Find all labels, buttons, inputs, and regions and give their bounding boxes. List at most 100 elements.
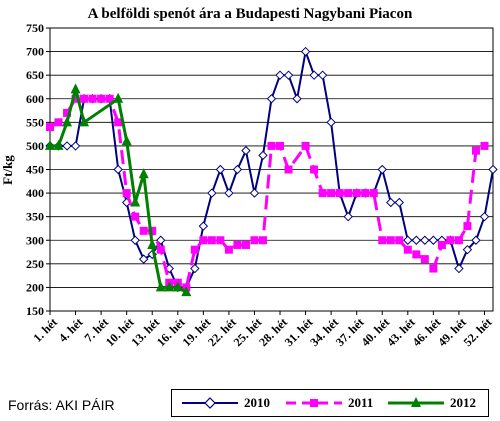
point-2010 (224, 188, 234, 198)
x-tick-label: 46. hét (409, 315, 443, 349)
point-2012 (155, 281, 166, 292)
x-tick-label: 22. hét (205, 315, 239, 349)
point-2010 (326, 117, 336, 128)
y-axis: 150 200 250 300 350 400 450 500 550 600 650 700 750 (26, 21, 50, 318)
point-2011 (139, 226, 148, 235)
y-tick-label: 550 (26, 115, 44, 129)
x-tick-label: 34. hét (307, 315, 341, 349)
chart-title: A belföldi spenót ára a Budapesti Nagyba… (87, 6, 413, 22)
point-2011 (276, 141, 285, 150)
point-2010 (190, 263, 200, 274)
point-2011 (114, 118, 123, 127)
point-2010 (139, 254, 149, 264)
point-2010 (471, 235, 481, 245)
point-2011 (378, 236, 387, 245)
point-2010 (249, 188, 260, 198)
y-tick-label: 200 (26, 280, 44, 294)
point-2011 (131, 212, 140, 221)
x-tick-label: 10. hét (103, 315, 137, 349)
point-2011 (148, 226, 157, 235)
point-2010 (462, 244, 473, 255)
x-tick-label: 28. hét (256, 315, 290, 349)
point-2011 (403, 245, 412, 254)
point-2011 (344, 189, 353, 198)
legend-swatch-2011 (286, 399, 342, 407)
point-2011 (369, 189, 378, 198)
point-2010 (428, 235, 439, 245)
y-tick-label: 400 (26, 186, 44, 200)
y-tick-label: 700 (26, 45, 44, 59)
point-2011 (361, 189, 370, 198)
point-2011 (190, 245, 199, 254)
point-2011 (207, 236, 216, 245)
point-2010 (454, 263, 464, 274)
x-tick-label: 16. hét (154, 315, 188, 349)
point-2012 (138, 168, 149, 179)
point-2010 (377, 164, 387, 175)
point-2010 (309, 70, 319, 80)
point-2010 (386, 197, 396, 208)
y-tick-label: 300 (26, 233, 44, 247)
point-2011 (463, 222, 472, 231)
point-2011 (250, 236, 259, 245)
x-tick-label: 43. hét (384, 315, 418, 349)
point-2011 (63, 108, 72, 117)
point-2011 (318, 189, 327, 198)
point-2011 (301, 141, 310, 150)
point-2010 (70, 141, 81, 151)
point-2011 (88, 94, 97, 103)
x-tick-label: 40. hét (358, 315, 392, 349)
legend-swatch-2010 (182, 397, 238, 409)
point-2011 (216, 236, 225, 245)
point-2011 (224, 245, 233, 254)
point-2011 (446, 236, 455, 245)
point-2010 (394, 197, 404, 208)
x-tick-label: 49. hét (435, 315, 469, 349)
point-2010 (411, 235, 422, 245)
source-note: Forrás: AKI PÁIR (8, 397, 115, 413)
point-2011 (395, 236, 404, 245)
legend-label-2012: 2012 (450, 395, 476, 410)
y-tick-label: 500 (26, 139, 44, 153)
point-2010 (479, 211, 490, 222)
point-2012 (172, 281, 183, 292)
point-2010 (292, 94, 302, 104)
legend: 2010 2011 2012 (171, 389, 489, 417)
point-2011 (199, 236, 208, 245)
x-tick-label: 4. hét (56, 315, 86, 345)
legend-swatch-2012 (388, 397, 444, 407)
x-tick-label: 1. hét (30, 315, 60, 345)
point-2010 (241, 145, 251, 156)
point-2010 (300, 46, 311, 57)
point-2011 (241, 240, 250, 249)
point-2010 (343, 211, 353, 222)
point-2012 (164, 281, 175, 292)
point-2010 (420, 235, 430, 245)
point-2012 (113, 92, 124, 103)
x-tick-label: 31. hét (282, 315, 316, 349)
point-2012 (79, 116, 90, 127)
point-2011 (437, 240, 446, 249)
x-tick-label: 19. hét (179, 315, 213, 349)
point-2010 (403, 235, 413, 245)
series-group (45, 46, 498, 297)
point-2011 (386, 236, 395, 245)
y-axis-label: Ft/kg (0, 155, 15, 185)
y-tick-label: 600 (26, 92, 44, 106)
point-2012 (121, 135, 132, 146)
point-2011 (105, 94, 114, 103)
y-tick-label: 450 (26, 163, 44, 177)
point-2011 (327, 189, 336, 198)
point-2010 (283, 70, 294, 80)
point-2011 (352, 189, 361, 198)
point-2010 (113, 164, 123, 175)
point-2010 (232, 164, 243, 175)
x-tick-label: 37. hét (333, 315, 367, 349)
point-2011 (46, 123, 54, 132)
point-2011 (71, 94, 80, 103)
point-2011 (480, 141, 489, 150)
y-tick-label: 350 (26, 210, 44, 224)
x-tick-label: 52. hét (461, 315, 495, 349)
